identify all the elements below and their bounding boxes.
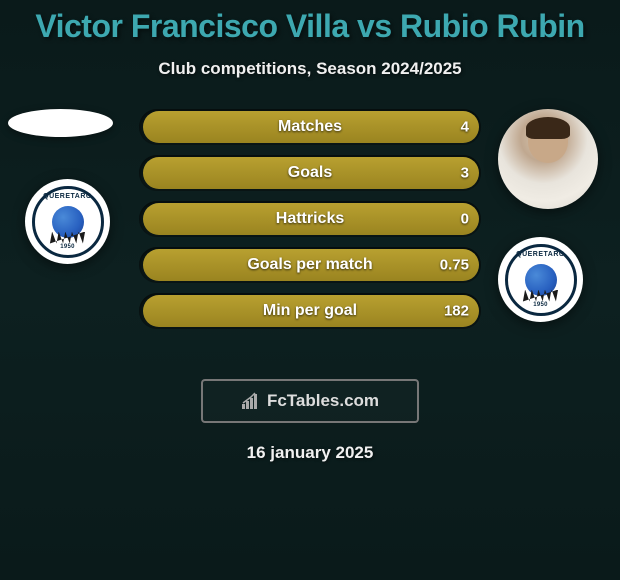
date: 16 january 2025 — [0, 443, 620, 463]
player-left-photo-placeholder — [8, 109, 113, 137]
stat-bar-row: Min per goal 182 — [139, 293, 481, 329]
page-title: Victor Francisco Villa vs Rubio Rubin — [0, 0, 620, 45]
crest-ball-icon — [525, 264, 557, 296]
bar-label: Hattricks — [276, 210, 344, 228]
club-crest-left: QUERETARO 1950 — [25, 179, 110, 264]
stat-bar-row: Hattricks 0 — [139, 201, 481, 237]
crest-ball-icon — [52, 206, 84, 238]
stat-bars: Matches 4 Goals 3 Hattricks 0 Goals per match 0… — [139, 109, 481, 339]
bar-value-right: 0.75 — [440, 257, 469, 274]
bar-label: Goals per match — [247, 256, 372, 274]
watermark-text: FcTables.com — [267, 391, 379, 411]
bar-value-right: 3 — [461, 165, 469, 182]
crest-name-top-left: QUERETARO — [43, 193, 92, 200]
bar-value-right: 4 — [461, 119, 469, 136]
player-left-column: QUERETARO 1950 — [8, 109, 113, 264]
bar-label: Matches — [278, 118, 342, 136]
player-right-photo — [498, 109, 598, 209]
player-right-column: QUERETARO 1950 — [498, 109, 598, 322]
bar-value-right: 182 — [444, 303, 469, 320]
stat-bar-row: Matches 4 — [139, 109, 481, 145]
stat-bar-row: Goals per match 0.75 — [139, 247, 481, 283]
club-crest-inner-left: QUERETARO 1950 — [32, 186, 104, 258]
chart-icon — [241, 392, 261, 410]
club-crest-inner-right: QUERETARO 1950 — [505, 244, 577, 316]
club-crest-right: QUERETARO 1950 — [498, 237, 583, 322]
watermark: FcTables.com — [201, 379, 419, 423]
crest-year-right: 1950 — [533, 302, 548, 308]
crest-year-left: 1950 — [60, 244, 75, 250]
bar-label: Min per goal — [263, 302, 357, 320]
comparison-content: QUERETARO 1950 Matches 4 Goals 3 Hattricks 0 G… — [0, 101, 620, 361]
bar-label: Goals — [288, 164, 332, 182]
crest-name-top-right: QUERETARO — [516, 251, 565, 258]
bar-value-right: 0 — [461, 211, 469, 228]
subtitle: Club competitions, Season 2024/2025 — [0, 59, 620, 79]
stat-bar-row: Goals 3 — [139, 155, 481, 191]
